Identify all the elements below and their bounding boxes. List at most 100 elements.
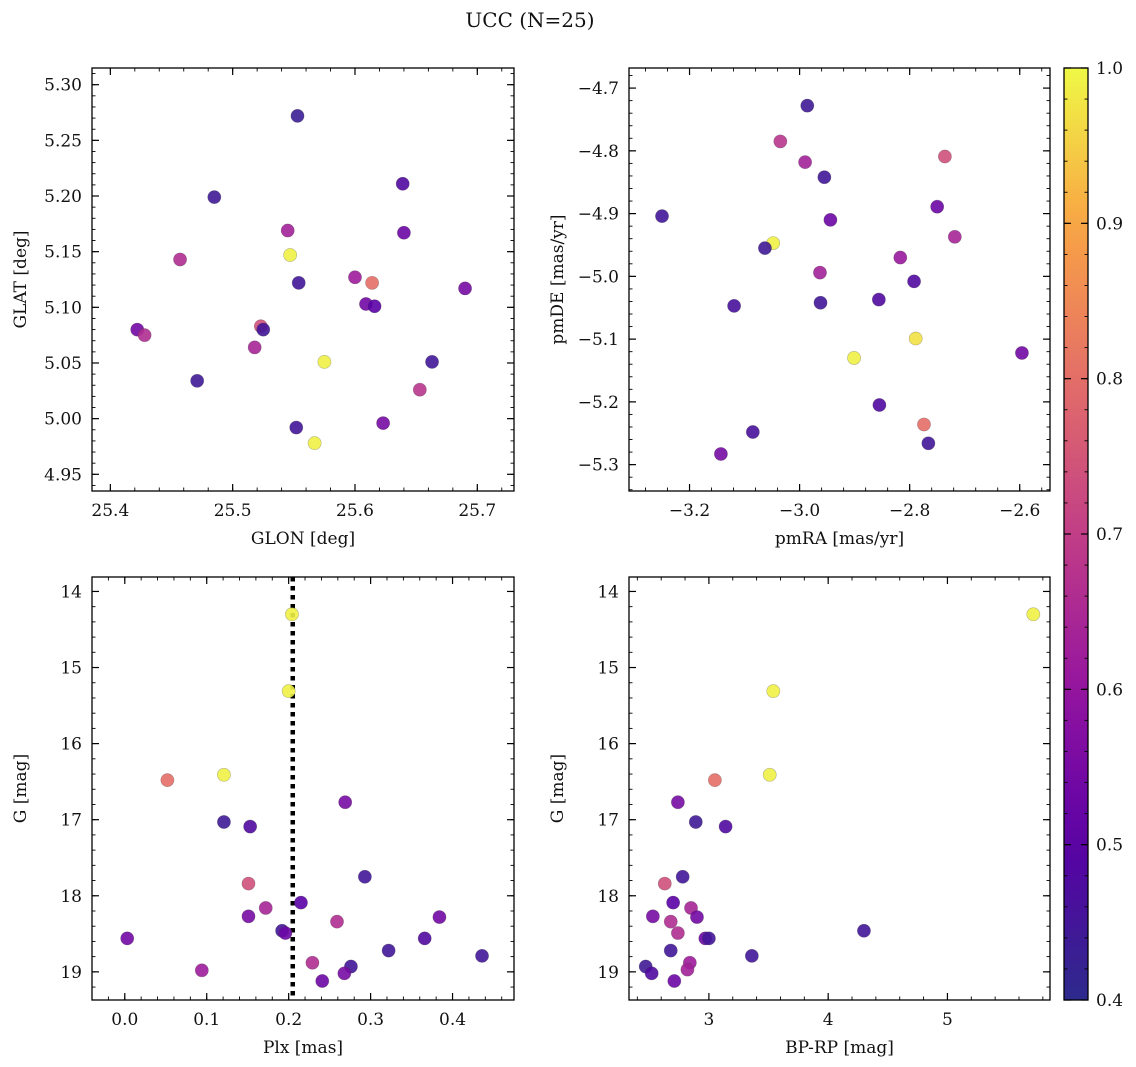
data-point xyxy=(872,398,887,412)
x-tick-label: 0.1 xyxy=(193,1010,220,1030)
colorbar-tick-label: 0.6 xyxy=(1096,680,1123,700)
data-point xyxy=(241,876,256,891)
data-point xyxy=(376,416,391,430)
data-point xyxy=(813,265,827,280)
data-point xyxy=(798,155,813,170)
colorbar-tick-label: 0.7 xyxy=(1096,525,1123,545)
y-tick-label: 5.15 xyxy=(44,243,82,263)
data-point xyxy=(315,974,330,988)
y-tick-label: −5.1 xyxy=(578,330,619,350)
data-point xyxy=(307,436,322,451)
colorbar-tick-label: 0.5 xyxy=(1096,836,1123,856)
data-point xyxy=(917,417,931,432)
y-tick-label: 5.10 xyxy=(44,298,82,318)
y-tick-label: −5.3 xyxy=(578,456,619,476)
data-point xyxy=(280,223,295,238)
data-point xyxy=(194,963,209,978)
data-point xyxy=(645,909,660,924)
data-point xyxy=(702,931,716,946)
data-point xyxy=(412,382,427,397)
x-tick-label: 0.2 xyxy=(275,1010,302,1030)
y-tick-label: −5.2 xyxy=(578,393,619,413)
data-point xyxy=(137,328,152,343)
data-point xyxy=(217,767,231,782)
y-tick-label: 14 xyxy=(597,582,619,602)
data-point xyxy=(714,447,728,461)
y-axis-label: G [mag] xyxy=(548,754,568,823)
x-tick-label: −3.0 xyxy=(779,501,820,521)
data-point xyxy=(766,684,781,699)
data-point xyxy=(937,149,952,164)
x-tick-label: −2.8 xyxy=(889,501,930,521)
x-tick-label: 0.0 xyxy=(111,1010,138,1030)
data-point xyxy=(744,948,759,963)
y-tick-label: 4.95 xyxy=(44,465,82,485)
data-point xyxy=(241,909,256,924)
y-axis-label: pmDE [mas/yr] xyxy=(548,214,568,344)
data-point xyxy=(395,176,410,191)
data-point xyxy=(190,373,205,388)
data-point xyxy=(285,607,299,622)
x-tick-label: 4 xyxy=(823,1010,834,1030)
data-point xyxy=(291,275,306,290)
data-point xyxy=(670,926,685,940)
x-axis-label: BP-RP [mag] xyxy=(785,1038,894,1058)
data-point xyxy=(707,773,722,788)
colorbar: 0.4 0.5 0.6 0.7 0.8 0.9 1.0 xyxy=(1063,59,1123,1011)
axes-frame xyxy=(91,67,515,492)
data-point xyxy=(365,275,380,290)
colorbar-frame xyxy=(1063,67,1089,1001)
data-point xyxy=(670,795,685,810)
data-point xyxy=(663,943,678,958)
y-tick-label: 5.20 xyxy=(44,187,82,207)
data-point xyxy=(475,948,489,963)
data-point xyxy=(290,108,305,123)
data-point xyxy=(173,252,187,267)
y-tick-label: 5.05 xyxy=(44,354,82,374)
y-tick-label: 5.30 xyxy=(44,76,82,96)
colorbar-tick-label: 0.4 xyxy=(1096,991,1123,1011)
panel-plx: 0.0 0.1 0.2 0.3 0.4 14 15 16 17 18 19 Plx [mas] G [m… xyxy=(11,576,515,1058)
axes-frame xyxy=(91,576,515,1001)
data-point xyxy=(397,225,411,240)
data-point xyxy=(256,322,271,337)
data-point xyxy=(217,815,231,829)
data-point xyxy=(930,199,945,214)
y-tick-label: −4.8 xyxy=(578,142,619,162)
x-axis-label: Plx [mas] xyxy=(263,1038,343,1058)
data-point xyxy=(655,209,669,224)
colorbar-tick-label: 0.9 xyxy=(1096,214,1123,234)
data-point xyxy=(381,943,396,958)
data-point xyxy=(666,895,681,910)
data-point xyxy=(675,869,690,884)
data-point xyxy=(871,292,886,307)
panel-pm: −3.2 −3.0 −2.8 −2.6 −5.3 −5.2 −5.1 −5.0 −4.9 −4.8… xyxy=(548,67,1051,549)
data-point xyxy=(1015,346,1029,360)
data-point xyxy=(258,901,273,915)
axes-frame xyxy=(628,576,1051,1001)
data-point xyxy=(727,298,742,313)
x-tick-label: 25.7 xyxy=(458,501,496,521)
data-point xyxy=(337,966,352,981)
data-point xyxy=(800,98,815,113)
data-point xyxy=(758,241,772,256)
axes-frame xyxy=(628,67,1051,492)
data-point xyxy=(745,425,760,439)
y-tick-label: 19 xyxy=(597,963,619,983)
data-point xyxy=(432,910,447,924)
colorbar-tick-label: 0.8 xyxy=(1096,370,1123,390)
data-point xyxy=(425,354,439,369)
data-point xyxy=(338,795,353,810)
data-point xyxy=(348,270,362,285)
data-point xyxy=(690,910,704,924)
data-point xyxy=(893,250,908,265)
y-tick-label: −4.7 xyxy=(578,79,619,99)
figure-title: UCC (N=25) xyxy=(465,8,594,32)
data-point xyxy=(278,926,293,940)
y-tick-label: 14 xyxy=(60,582,82,602)
data-point xyxy=(458,281,472,296)
data-point xyxy=(823,212,838,227)
data-point xyxy=(857,923,871,938)
x-tick-label: 5 xyxy=(942,1010,953,1030)
